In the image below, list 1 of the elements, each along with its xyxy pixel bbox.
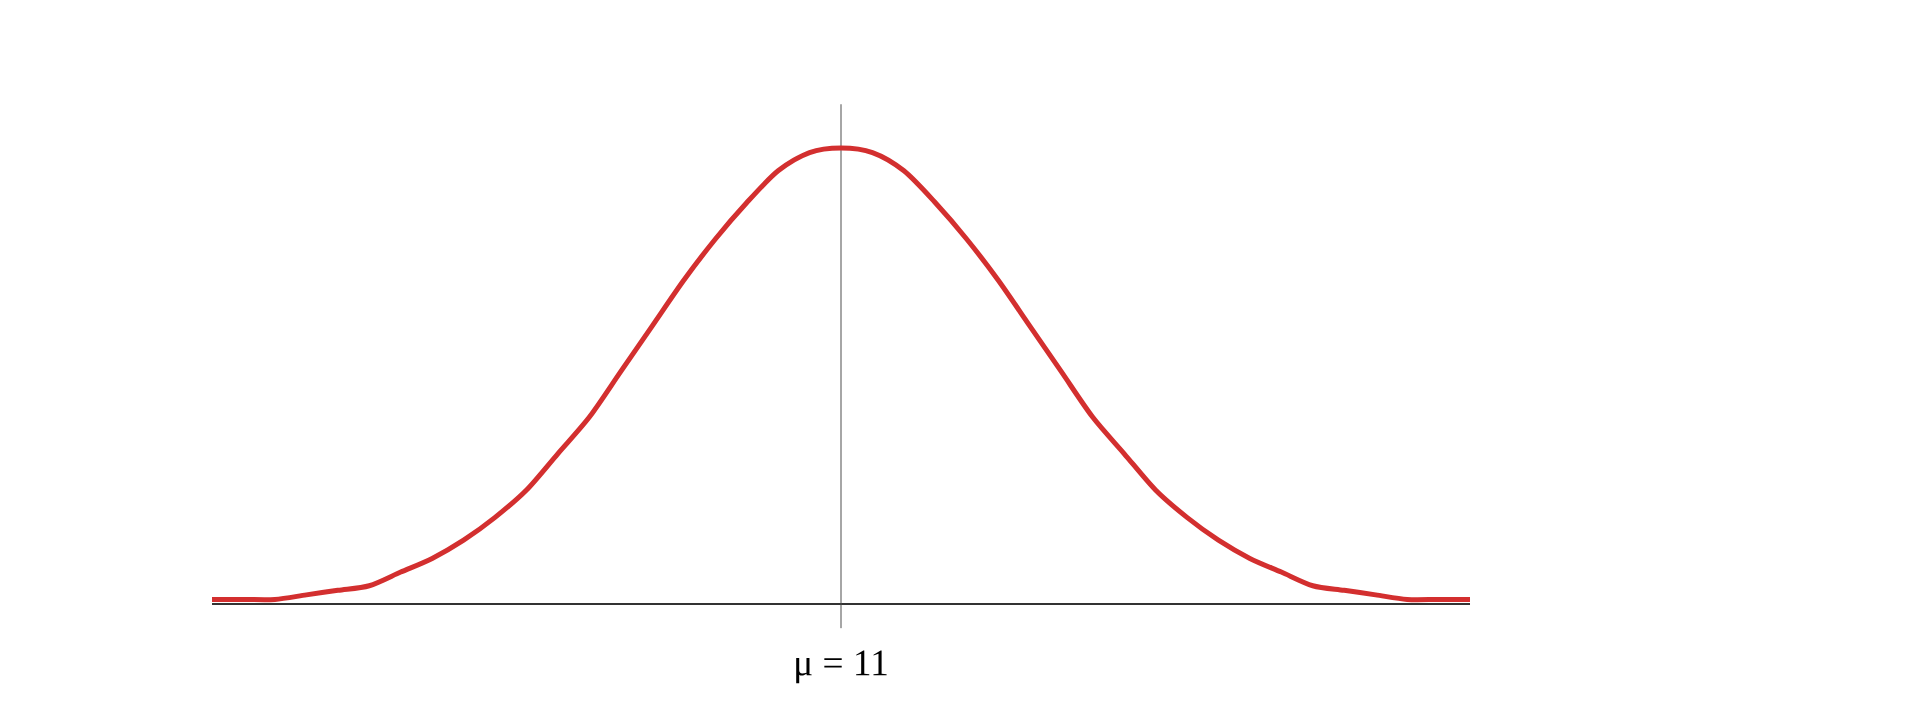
text: μ = 11 <box>796 650 887 684</box>
